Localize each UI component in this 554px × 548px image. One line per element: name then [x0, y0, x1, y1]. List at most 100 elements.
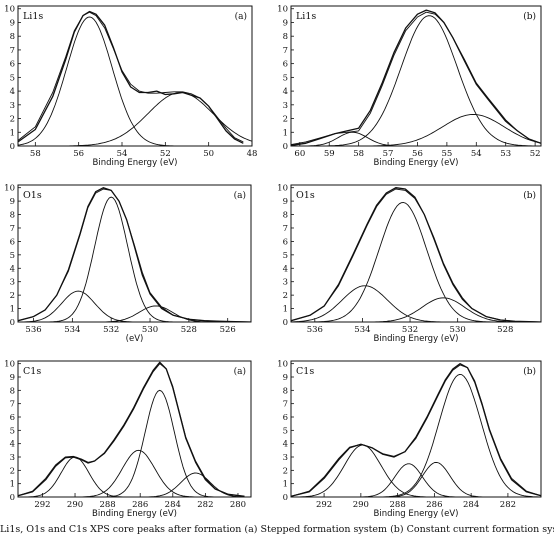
y-tick-label: 1: [283, 480, 288, 490]
y-tick-label: 1: [10, 480, 15, 490]
x-axis-label: Binding Energy (eV): [374, 509, 459, 519]
x-tick-label: 282: [500, 500, 516, 510]
panel-title: C1s: [23, 366, 41, 377]
x-tick-label: 56: [73, 149, 84, 159]
y-tick-label: 6: [283, 60, 288, 70]
x-tick-label: 55: [441, 149, 452, 159]
plot-frame: [290, 184, 542, 323]
panel-title: Li1s: [23, 11, 43, 22]
x-tick-label: 536: [25, 325, 41, 335]
x-tick-label: 59: [324, 149, 335, 159]
y-tick-label: 10: [4, 360, 15, 370]
series-group: [18, 187, 251, 322]
y-tick-label: 9: [10, 197, 15, 207]
panel-title: C1s: [296, 366, 314, 377]
series-group: [291, 187, 541, 322]
xps-panel-5: 0 1 2 3 4 5 6 7 8 9 10 292 290 288 286 284 282 280 Binding…: [4, 360, 252, 519]
plot-frame: [17, 5, 253, 147]
y-tick-label: 0: [283, 318, 288, 328]
y-tick-label: 4: [10, 87, 15, 97]
y-tick-label: 6: [10, 60, 15, 70]
series-group: [18, 10, 252, 146]
x-tick-label: 54: [117, 149, 128, 159]
x-tick-label: 290: [353, 500, 369, 510]
y-tick-label: 3: [283, 453, 288, 463]
y-tick-label: 3: [283, 278, 288, 288]
y-tick-label: 7: [10, 400, 15, 410]
fit-component-curve: [18, 92, 252, 146]
measured-spectrum-curve: [18, 187, 251, 322]
y-tick-label: 6: [10, 413, 15, 423]
x-tick-label: 60: [294, 149, 305, 159]
y-tick-label: 3: [10, 278, 15, 288]
x-tick-label: 534: [354, 325, 370, 335]
fit-component-curve: [18, 290, 251, 322]
y-tick-label: 2: [283, 466, 288, 476]
x-tick-label: 50: [203, 149, 214, 159]
y-tick-label: 0: [10, 318, 15, 328]
plot-frame: [290, 5, 542, 147]
plot-frame: [17, 360, 252, 498]
fit-component-curve: [291, 297, 541, 322]
y-tick-label: 7: [283, 224, 288, 234]
y-tick-label: 1: [10, 128, 15, 138]
xps-panel-3: 0 1 2 3 4 5 6 7 8 9 10 536 534 532 530 528 526 (eV) O1s (a): [4, 184, 252, 344]
figure-caption: Li1s, O1s and C1s XPS core peaks after f…: [0, 524, 554, 535]
y-tick-label: 1: [283, 128, 288, 138]
panel-label: (a): [235, 11, 247, 22]
series-group: [291, 363, 541, 497]
envelope-fit-curve: [18, 188, 251, 322]
measured-spectrum-curve: [291, 9, 541, 146]
envelope-fit-curve: [291, 188, 541, 322]
fit-component-curve: [291, 285, 541, 322]
fit-component-curve: [18, 16, 252, 146]
x-tick-label: 57: [383, 149, 394, 159]
x-tick-label: 52: [530, 149, 541, 159]
y-tick-label: 10: [277, 5, 288, 15]
measured-spectrum-curve: [18, 10, 244, 144]
fit-component-curve: [291, 113, 541, 146]
y-tick-label: 9: [283, 373, 288, 383]
x-tick-label: 56: [412, 149, 423, 159]
series-group: [18, 361, 251, 497]
fit-component-curve: [18, 305, 251, 322]
panel-label: (b): [523, 190, 536, 201]
x-tick-label: 530: [450, 325, 466, 335]
x-tick-label: 54: [471, 149, 482, 159]
fit-component-curve: [18, 196, 251, 322]
x-tick-label: 48: [247, 149, 258, 159]
y-tick-label: 1: [283, 305, 288, 315]
x-tick-label: 284: [463, 500, 479, 510]
y-tick-label: 9: [10, 18, 15, 28]
panel-title: O1s: [296, 190, 315, 201]
y-tick-label: 8: [10, 386, 15, 396]
y-tick-label: 2: [10, 291, 15, 301]
envelope-fit-curve: [18, 363, 245, 497]
panel-title: Li1s: [296, 11, 316, 22]
y-tick-label: 6: [283, 237, 288, 247]
fit-component-curve: [291, 131, 541, 146]
y-tick-label: 8: [283, 211, 288, 221]
x-tick-label: 286: [426, 500, 442, 510]
plot-frame: [290, 360, 542, 498]
y-tick-label: 5: [10, 426, 15, 436]
x-axis-label: Binding Energy (eV): [92, 509, 177, 519]
panel-label: (b): [523, 11, 536, 22]
x-tick-label: 53: [500, 149, 511, 159]
y-tick-label: 4: [10, 440, 15, 450]
x-tick-label: 292: [34, 500, 50, 510]
panel-label: (a): [234, 366, 246, 377]
y-tick-label: 2: [10, 115, 15, 125]
y-tick-label: 5: [283, 73, 288, 83]
y-tick-label: 0: [283, 142, 288, 152]
x-tick-label: 280: [230, 500, 246, 510]
fit-component-curve: [291, 373, 541, 497]
x-axis-label: Binding Energy (eV): [93, 158, 178, 168]
xps-panel-4: 0 1 2 3 4 5 6 7 8 9 10 536 534 532 530 528 Binding Energ…: [277, 184, 542, 344]
y-tick-label: 3: [10, 101, 15, 111]
fit-component-curve: [291, 463, 541, 497]
fit-component-curve: [291, 444, 541, 497]
xps-panel-6: 0 1 2 3 4 5 6 7 8 9 10 292 290 288 286 284 282 Binding En…: [277, 360, 542, 519]
